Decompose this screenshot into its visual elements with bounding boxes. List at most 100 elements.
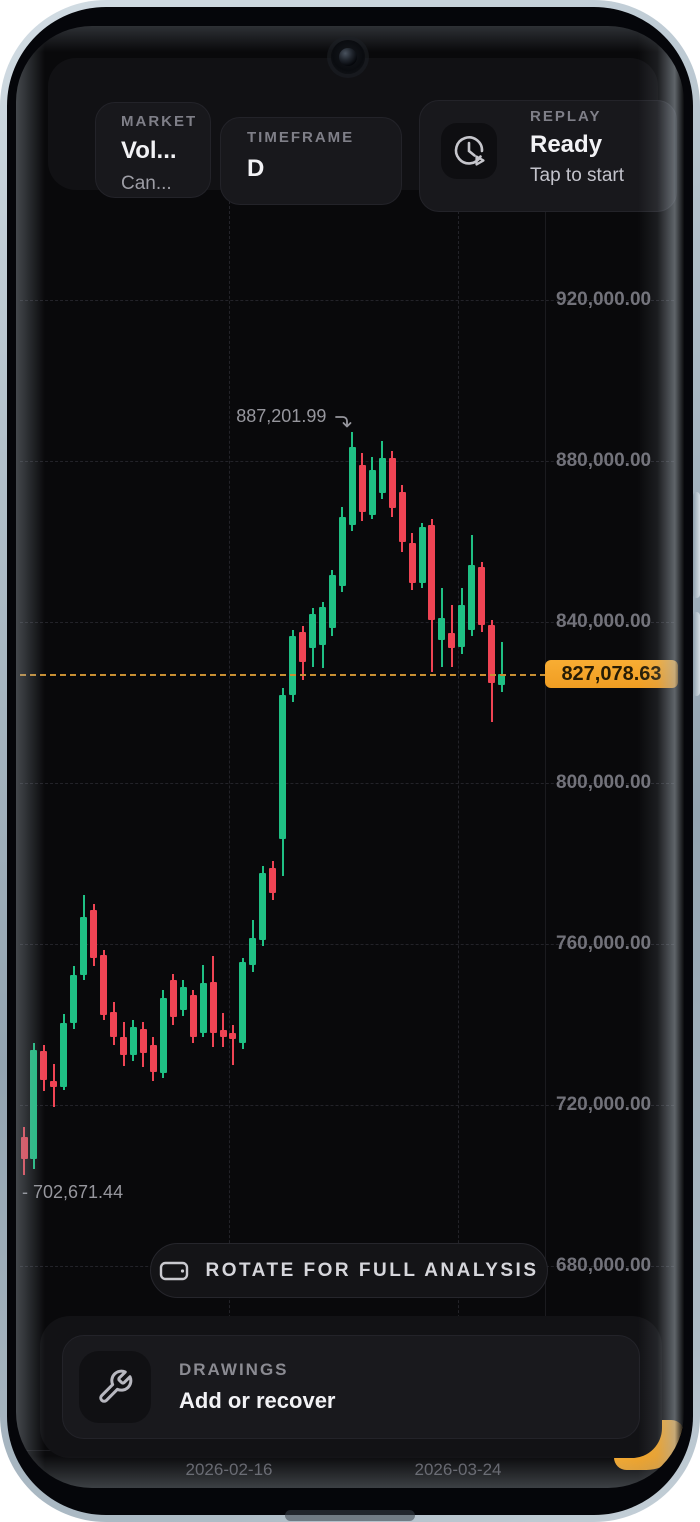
price-axis-label: 880,000.00 xyxy=(556,450,652,471)
price-gridline xyxy=(20,300,674,301)
high-marker-label: 887,201.99 xyxy=(236,406,327,426)
drawings-panel[interactable]: DRAWINGS Add or recover xyxy=(62,1335,640,1439)
low-marker-label: - 702,671.44 xyxy=(22,1181,124,1202)
candle xyxy=(70,974,78,1023)
candle xyxy=(328,574,336,629)
candle xyxy=(139,1028,147,1053)
candle xyxy=(50,1080,58,1087)
candle xyxy=(279,694,287,840)
candle xyxy=(269,867,277,893)
candle xyxy=(209,982,217,1033)
price-axis-label: 800,000.00 xyxy=(556,772,652,793)
last-price-badge: 827,078.63 xyxy=(545,660,678,688)
candle xyxy=(408,543,416,583)
timeframe-card[interactable]: TIMEFRAME D xyxy=(220,117,402,205)
price-axis-label: 840,000.00 xyxy=(556,611,652,632)
candle xyxy=(90,910,98,958)
candle xyxy=(309,613,317,649)
power-button[interactable] xyxy=(693,612,700,696)
candle xyxy=(478,566,486,625)
candle xyxy=(120,1036,127,1056)
date-gridline xyxy=(458,176,459,1448)
candle xyxy=(418,527,426,583)
date-tick: 2026-03-24 xyxy=(414,1460,502,1479)
market-label: MARKET xyxy=(121,113,198,130)
candle xyxy=(80,917,88,975)
candle xyxy=(179,987,187,1010)
candle xyxy=(448,632,456,649)
market-sub: Can... xyxy=(121,173,172,194)
drawings-label: DRAWINGS xyxy=(179,1360,289,1379)
replay-label: REPLAY xyxy=(530,108,602,125)
candle xyxy=(438,617,446,641)
candle xyxy=(458,605,466,647)
candle xyxy=(159,998,167,1074)
candle xyxy=(60,1022,68,1087)
date-tick: 2026-02-16 xyxy=(185,1460,273,1479)
candle xyxy=(149,1045,157,1072)
timeframe-value: D xyxy=(247,155,265,182)
candle xyxy=(110,1012,118,1037)
candle xyxy=(388,458,396,509)
price-axis-label: 920,000.00 xyxy=(556,289,652,310)
candle xyxy=(219,1030,227,1037)
candle xyxy=(30,1049,38,1160)
charging-port xyxy=(285,1510,415,1521)
price-axis-label: 680,000.00 xyxy=(556,1255,652,1276)
candle xyxy=(229,1032,237,1039)
volume-button[interactable] xyxy=(693,492,700,598)
price-axis-border xyxy=(545,176,546,1452)
candle xyxy=(129,1026,137,1055)
candle xyxy=(299,632,307,663)
date-gridline xyxy=(229,176,230,1448)
replay-status: Ready xyxy=(530,131,603,158)
candle xyxy=(169,979,177,1017)
top-toolbar: MARKET Vol... Can... TIMEFRAME D xyxy=(48,58,677,212)
candle xyxy=(348,446,356,525)
phone-screen: 920,000.00 880,000.00 840,000.00 800,000.00… xyxy=(16,26,684,1488)
candle xyxy=(498,674,506,685)
candle xyxy=(20,1137,28,1160)
candle xyxy=(249,937,257,965)
timeframe-label: TIMEFRAME xyxy=(247,129,355,146)
candle xyxy=(358,465,366,513)
candle xyxy=(398,491,406,542)
price-gridline xyxy=(20,783,674,784)
price-gridline xyxy=(20,1105,674,1106)
candle xyxy=(259,873,267,941)
market-card[interactable]: MARKET Vol... Can... xyxy=(95,102,211,198)
rotate-button-label: ROTATE FOR FULL ANALYSIS xyxy=(205,1259,539,1281)
front-camera xyxy=(331,40,365,74)
price-gridline xyxy=(20,461,674,462)
replay-hint: Tap to start xyxy=(530,165,624,186)
candle-wick xyxy=(500,642,503,693)
rotate-for-analysis-button[interactable]: ROTATE FOR FULL ANALYSIS xyxy=(150,1243,548,1298)
candle xyxy=(368,470,376,516)
candle xyxy=(319,607,326,645)
bottom-sheet: DRAWINGS Add or recover xyxy=(40,1316,662,1458)
price-gridline xyxy=(20,944,674,945)
rotate-phone-icon xyxy=(160,1261,189,1280)
candle xyxy=(40,1050,48,1081)
wrench-icon xyxy=(79,1351,151,1423)
candle xyxy=(100,955,108,1016)
candle xyxy=(488,624,496,683)
price-axis-label: 760,000.00 xyxy=(556,933,652,954)
candle-wick xyxy=(231,1024,234,1066)
candle xyxy=(199,983,207,1033)
price-gridline xyxy=(20,622,674,623)
replay-clock-icon xyxy=(441,123,497,179)
candle xyxy=(189,995,197,1037)
replay-card[interactable]: REPLAY Ready Tap to start xyxy=(419,100,677,212)
candle-wick xyxy=(222,1013,224,1048)
candlestick-chart[interactable]: 920,000.00 880,000.00 840,000.00 800,000.00… xyxy=(16,26,684,1488)
last-price-line xyxy=(20,674,546,676)
candle xyxy=(468,564,476,631)
candle xyxy=(289,636,297,695)
drawings-action: Add or recover xyxy=(179,1388,336,1413)
market-symbol: Vol... xyxy=(121,137,177,164)
candle xyxy=(378,458,386,494)
candle xyxy=(239,962,247,1043)
